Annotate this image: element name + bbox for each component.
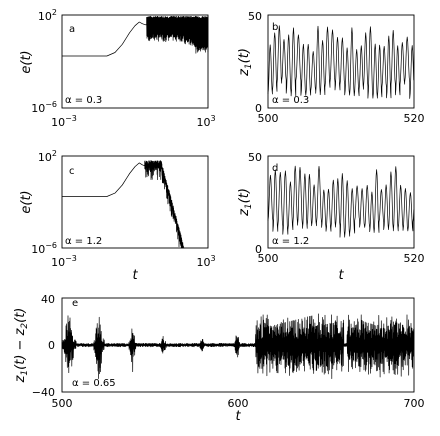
panel-a-letter: a [69,24,75,35]
panel-b-xtick-left: 500 [258,112,279,125]
panel-c-xtick-left: 10−3 [51,254,77,269]
panel-a-ylabel: e(t) [19,50,34,73]
panel-d-xtick-right: 520 [404,252,425,265]
panel-c-xtick-right: 103 [196,254,215,269]
panel-e-xtick-500: 500 [52,397,73,410]
panel-c-xlabel: t [132,268,138,283]
panel-b-frame [267,14,415,109]
panel-e-ylabel: z1(t) − z2(t) [13,308,30,384]
panel-d-ytick-top: 50 [248,151,262,164]
panel-c-frame [61,155,209,249]
panel-e-xlabel: t [235,409,241,424]
panel-a-frame [61,14,209,109]
panel-b-trace [267,25,415,99]
panel-d-annotation: α = 1.2 [272,236,309,247]
panel-e-letter: e [72,298,78,309]
panel-e-xtick-600: 600 [228,397,249,410]
panel-d-trace [267,165,415,238]
panel-c-annotation: α = 1.2 [65,236,102,247]
panel-c-trace [62,160,185,249]
panel-d: d α = 1.2 50 0 500 520 z1(t) t [237,151,425,283]
panel-a-annotation: α = 0.3 [65,95,102,106]
panel-b-ylabel: z1(t) [237,48,254,77]
panel-c: c α = 1.2 102 10−6 10−3 103 e(t) t [19,149,216,283]
panel-d-xtick-left: 500 [258,252,279,265]
panel-b-letter: b [272,22,278,33]
panel-b-ytick-top: 50 [248,10,262,23]
panel-d-ylabel: z1(t) [237,188,254,217]
panel-a-xtick-right: 103 [196,114,215,129]
panel-d-letter: d [272,163,278,174]
panel-c-letter: c [69,166,75,177]
panel-b-annotation: α = 0.3 [272,95,309,106]
panel-a-ytick-top: 102 [38,8,57,23]
panel-b-ytick-bottom: 0 [255,102,262,115]
panel-a-xtick-left: 10−3 [51,114,77,129]
panel-c-ytick-bottom: 10−6 [31,241,57,256]
panel-b: b α = 0.3 50 0 500 520 z1(t) [237,10,425,125]
panel-e-ytick-0: 0 [48,339,55,352]
panel-e: e α = 0.65 40 0 −40 500 600 700 z1(t) − … [13,293,425,424]
panel-d-xlabel: t [338,268,344,283]
panel-c-ylabel: e(t) [19,190,34,213]
panel-e-annotation: α = 0.65 [72,378,116,389]
panel-b-xtick-right: 520 [404,112,425,125]
panel-e-trace [61,313,415,379]
panel-e-ytick-40: 40 [41,293,55,306]
panel-e-xtick-700: 700 [404,397,425,410]
panel-e-ytick-neg40: −40 [32,386,55,399]
panel-a-ytick-bottom: 10−6 [31,100,57,115]
panel-a-trace [62,15,209,57]
panel-d-frame [267,155,415,249]
panel-c-ytick-top: 102 [38,149,57,164]
panel-d-ytick-bottom: 0 [255,243,262,256]
panel-a: a α = 0.3 102 10−6 10−3 103 e(t) [19,8,216,129]
